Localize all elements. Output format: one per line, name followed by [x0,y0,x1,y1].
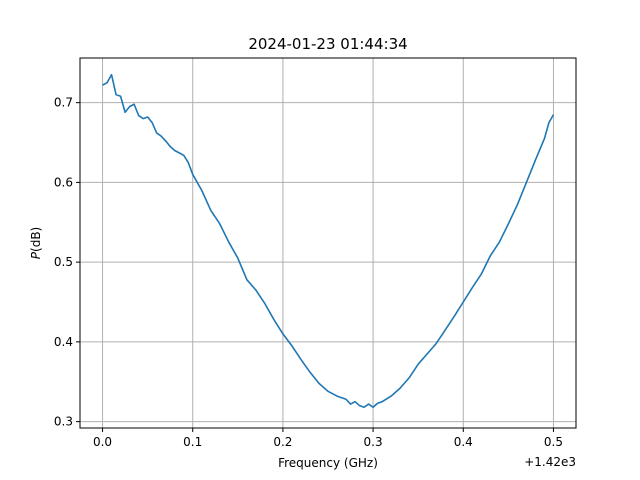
x-axis-label: Frequency (GHz) [278,456,378,470]
y-tick-label: 0.7 [54,96,73,110]
x-tick-label: 0.3 [364,435,383,449]
x-tick-label: 0.5 [544,435,563,449]
series-line [102,73,555,409]
x-offset-label: +1.42e3 [524,455,576,469]
plot-frame [79,57,577,429]
series-layer [102,73,555,409]
chart-title: 2024-01-23 01:44:34 [248,35,407,53]
x-tick-label: 0.0 [93,435,112,449]
y-tick-label: 0.3 [54,415,73,429]
y-axis-label-unit: (dB) [29,227,43,252]
grid-layer [80,58,576,428]
y-tick-label: 0.4 [54,335,73,349]
y-tick-label: 0.6 [54,175,73,189]
x-tick-label: 0.2 [273,435,292,449]
y-tick-label: 0.5 [54,255,73,269]
ticks-layer: 0.0 0.1 0.2 0.3 0.4 0.5 0.3 0.4 0.5 0.6 0.7 [54,96,563,449]
x-tick-label: 0.1 [183,435,202,449]
y-axis-label-italic: P [29,251,43,259]
x-tick-label: 0.4 [454,435,473,449]
y-axis-label: P(dB) [29,227,43,259]
